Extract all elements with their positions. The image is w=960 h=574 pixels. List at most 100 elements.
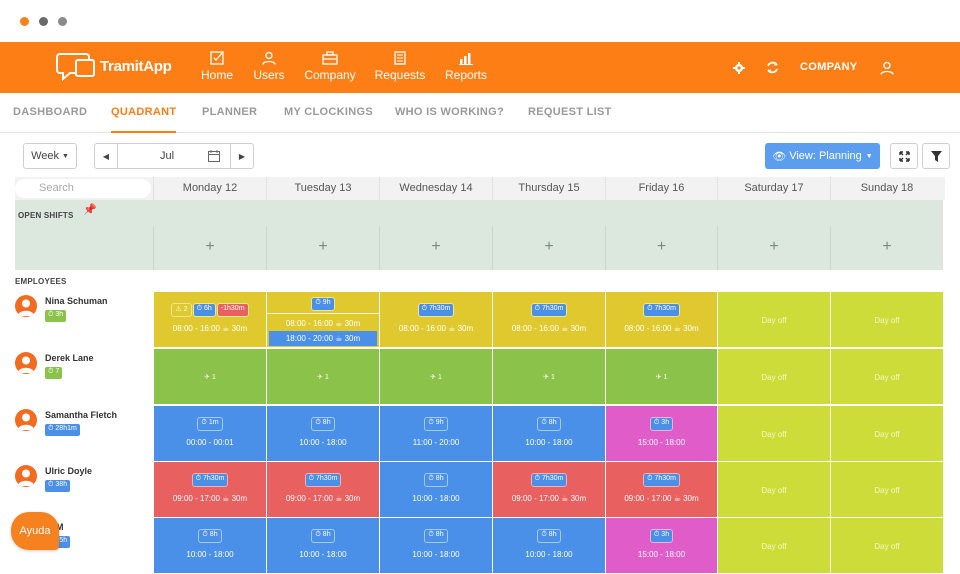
tab-planner[interactable]: PLANNER xyxy=(202,106,258,118)
shift-cell[interactable]: Day off xyxy=(717,349,830,405)
nav-home[interactable]: Home xyxy=(182,51,252,82)
shift-cell[interactable]: ⏱ 9h 11:00 - 20:00 xyxy=(379,406,492,462)
shift-tags: ⏱ 3h xyxy=(606,530,717,542)
company-menu[interactable]: COMPANY xyxy=(800,61,858,73)
shift-cell[interactable]: ✈ 1 xyxy=(379,349,492,405)
nav-reports[interactable]: Reports xyxy=(431,51,501,82)
top-navbar: TramitApp Home Users Company Requests Re… xyxy=(0,42,960,93)
shift-cell[interactable]: ✈ 1 xyxy=(266,349,379,405)
shift-cell[interactable]: Day off xyxy=(830,462,943,518)
open-shift-add-thu[interactable]: + xyxy=(492,226,605,270)
shift-time: 15:00 - 18:00 xyxy=(637,438,686,447)
shift-cell[interactable]: Day off xyxy=(830,349,943,405)
extra-shift[interactable]: 18:00 - 20:00 ☕ 30m xyxy=(269,331,377,346)
filter-button[interactable] xyxy=(922,143,950,169)
fullscreen-button[interactable] xyxy=(890,143,918,169)
employee-info[interactable]: Nina Schuman ⏱ 3h xyxy=(15,292,153,348)
settings-button[interactable] xyxy=(733,42,745,93)
employee-hours-badge: ⏱ 7 xyxy=(45,367,63,379)
shift-cell[interactable]: ⏱ 7h30m 08:00 - 16:00 ☕ 30m xyxy=(492,292,605,348)
employee-info[interactable]: Samantha Fletch ⏱ 28h1m xyxy=(15,406,153,462)
shift-cell[interactable]: ✈ 1 xyxy=(153,349,266,405)
tab-my-clockings[interactable]: MY CLOCKINGS xyxy=(284,106,373,118)
nav-company[interactable]: Company xyxy=(295,51,365,82)
employee-hours-badge: ⏱ 28h1m xyxy=(45,424,80,436)
shift-cell[interactable]: ⏱ 9h 08:00 - 16:00 ☕ 30m 18:00 - 20:00 ☕ 3… xyxy=(266,292,379,348)
shift-tag: ⏱ 8h xyxy=(538,530,560,542)
tab-who-is-working[interactable]: WHO IS WORKING? xyxy=(395,106,504,118)
checkbox-icon xyxy=(210,51,224,65)
window-titlebar xyxy=(0,0,960,42)
range-select[interactable]: Week ▼ xyxy=(23,143,77,169)
shift-tags: ⏱ 7h30m xyxy=(154,474,266,486)
open-shift-add-tue[interactable]: + xyxy=(266,226,379,270)
shift-time: 09:00 - 17:00 ☕ 30m xyxy=(172,494,248,503)
profile-button[interactable] xyxy=(880,42,894,93)
shift-cell[interactable]: Day off xyxy=(717,462,830,518)
open-shift-add-fri[interactable]: + xyxy=(605,226,717,270)
nav-home-label: Home xyxy=(200,68,233,82)
shift-cell[interactable]: ⏱ 8h 10:00 - 18:00 xyxy=(266,406,379,462)
eye-icon: 👁 xyxy=(772,150,787,163)
next-period-button[interactable]: ▶ xyxy=(230,143,254,169)
employee-info[interactable]: Derek Lane ⏱ 7 xyxy=(15,349,153,405)
shift-cell[interactable]: ⏱ 3h 15:00 - 18:00 xyxy=(605,406,717,462)
employee-name: Samantha Fletch xyxy=(45,410,118,420)
window-minimize-dot[interactable] xyxy=(39,17,48,26)
employee-name: Ulric Doyle xyxy=(45,466,93,476)
shift-cell[interactable]: ⏱ 7h30m 09:00 - 17:00 ☕ 30m xyxy=(266,462,379,518)
shift-tags: ⏱ 7h30m xyxy=(493,474,605,486)
open-shift-add-sun[interactable]: + xyxy=(830,226,943,270)
open-shift-add-sat[interactable]: + xyxy=(717,226,830,270)
shift-cell[interactable]: Day off xyxy=(717,406,830,462)
shift-cell[interactable]: ✈ 1 xyxy=(492,349,605,405)
shift-cell[interactable]: ⏱ 8h 10:00 - 18:00 xyxy=(379,518,492,574)
nav-users[interactable]: Users xyxy=(234,51,304,82)
window-close-dot[interactable] xyxy=(20,17,29,26)
view-planning-button[interactable]: 👁 View: Planning ▼ xyxy=(765,143,880,169)
shift-cell[interactable]: ✈ 1 xyxy=(605,349,717,405)
open-shift-add-wed[interactable]: + xyxy=(379,226,492,270)
prev-period-button[interactable]: ◀ xyxy=(94,143,118,169)
app-logo[interactable]: TramitApp xyxy=(56,50,172,82)
travel-indicator: ✈ 1 xyxy=(543,374,555,381)
shift-cell[interactable]: Day off xyxy=(830,406,943,462)
shift-tag: ⚠ 2 xyxy=(172,304,191,316)
shift-cell[interactable]: ⚠ 2 ⏱ 6h -1h30m 08:00 - 16:00 ☕ 30m xyxy=(153,292,266,348)
shift-tag: ⏱ 7h30m xyxy=(531,304,567,316)
pin-icon[interactable]: 📌 xyxy=(83,204,97,216)
shift-cell[interactable]: Day off xyxy=(830,518,943,574)
date-picker[interactable]: Jul xyxy=(117,143,231,169)
refresh-button[interactable] xyxy=(766,42,779,93)
employee-row: Samantha Fletch ⏱ 28h1m ⏱ 1m 00:00 - 00:01 ⏱… xyxy=(15,406,945,462)
help-chat-button[interactable]: Ayuda xyxy=(11,512,59,550)
shift-cell[interactable]: Day off xyxy=(717,292,830,348)
nav-users-label: Users xyxy=(253,68,285,82)
shift-tag: ⏱ 8h xyxy=(425,474,447,486)
employee-info[interactable]: Ulric Doyle ⏱ 38h xyxy=(15,462,153,518)
shift-cell[interactable]: ⏱ 8h 10:00 - 18:00 xyxy=(492,518,605,574)
shift-cell[interactable]: ⏱ 7h30m 09:00 - 17:00 ☕ 30m xyxy=(492,462,605,518)
open-shift-add-mon[interactable]: + xyxy=(153,226,266,270)
tab-quadrant[interactable]: QUADRANT xyxy=(111,106,177,133)
shift-cell[interactable]: ⏱ 7h30m 09:00 - 17:00 ☕ 30m xyxy=(153,462,266,518)
shift-cell[interactable]: ⏱ 8h 10:00 - 18:00 xyxy=(266,518,379,574)
shift-cell[interactable]: ⏱ 7h30m 08:00 - 16:00 ☕ 30m xyxy=(379,292,492,348)
day-off-label: Day off xyxy=(761,316,787,325)
shift-cell[interactable]: ⏱ 3h 15:00 - 18:00 xyxy=(605,518,717,574)
nav-requests[interactable]: Requests xyxy=(365,51,435,82)
shift-cell[interactable]: ⏱ 8h 10:00 - 18:00 xyxy=(153,518,266,574)
tab-dashboard[interactable]: DASHBOARD xyxy=(13,106,88,118)
employee-search-input[interactable]: Search xyxy=(15,179,151,198)
shift-cell[interactable]: ⏱ 8h 10:00 - 18:00 xyxy=(492,406,605,462)
tab-request-list[interactable]: REQUEST LIST xyxy=(528,106,612,118)
employee-hours-value: 35h xyxy=(55,537,68,544)
shift-cell[interactable]: Day off xyxy=(830,292,943,348)
shift-cell[interactable]: ⏱ 1m 00:00 - 00:01 xyxy=(153,406,266,462)
shift-cell[interactable]: ⏱ 8h 10:00 - 18:00 xyxy=(379,462,492,518)
shift-cell[interactable]: ⏱ 7h30m 09:00 - 17:00 ☕ 30m xyxy=(605,462,717,518)
window-maximize-dot[interactable] xyxy=(58,17,67,26)
shift-tag: ⏱ 8h xyxy=(312,418,334,430)
shift-cell[interactable]: Day off xyxy=(717,518,830,574)
shift-cell[interactable]: ⏱ 7h30m 08:00 - 16:00 ☕ 30m xyxy=(605,292,717,348)
